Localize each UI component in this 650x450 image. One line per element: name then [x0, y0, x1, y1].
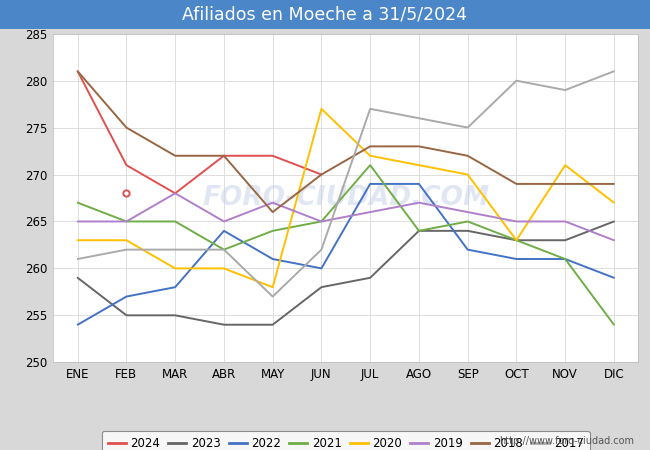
Legend: 2024, 2023, 2022, 2021, 2020, 2019, 2018, 2017: 2024, 2023, 2022, 2021, 2020, 2019, 2018… — [102, 431, 590, 450]
Text: FORO-CIUDAD.COM: FORO-CIUDAD.COM — [202, 185, 489, 211]
Text: http://www.foro-ciudad.com: http://www.foro-ciudad.com — [499, 436, 634, 446]
Text: Afiliados en Moeche a 31/5/2024: Afiliados en Moeche a 31/5/2024 — [183, 5, 467, 23]
